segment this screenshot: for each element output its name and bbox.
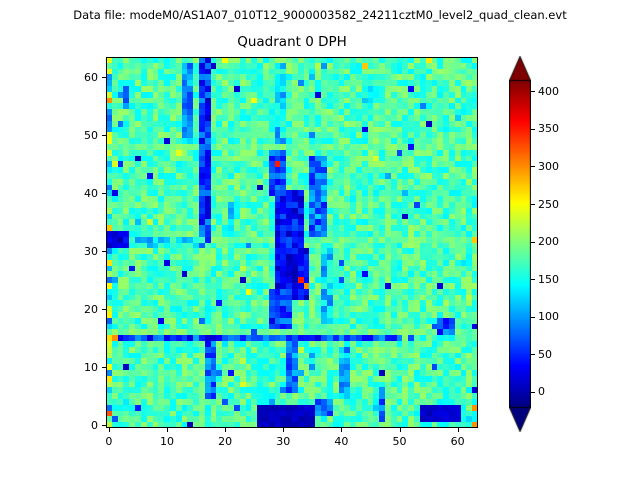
x-tick-mark [341,428,343,432]
y-tick-mark [102,425,106,427]
colorbar-tick-label: 50 [538,347,552,361]
x-tick-label: 20 [218,435,233,448]
x-tick-mark [399,428,401,432]
x-tick-label: 50 [392,435,407,448]
colorbar-tick-mark [531,316,535,318]
colorbar-tick-label: 100 [538,310,559,324]
x-tick-mark [108,428,110,432]
colorbar-tick-mark [531,279,535,281]
x-tick-mark [225,428,227,432]
y-tick-mark [102,367,106,369]
y-tick-label: 30 [84,245,98,259]
y-tick-label: 10 [84,361,98,375]
y-tick-label: 40 [84,187,98,201]
x-tick-label: 10 [160,435,175,448]
colorbar-tick-label: 250 [538,197,559,211]
y-tick-label: 0 [91,419,98,433]
colorbar-tick-mark [531,91,535,93]
x-tick-label: 30 [276,435,291,448]
y-tick-mark [102,251,106,253]
heatmap-canvas [106,57,478,428]
colorbar-tick-mark [531,241,535,243]
x-tick-mark [167,428,169,432]
colorbar-tick-mark [531,391,535,393]
colorbar-tick-label: 400 [538,84,559,98]
x-tick-mark [457,428,459,432]
datafile-label: Data file: modeM0/AS1A07_010T12_90000035… [73,8,567,22]
colorbar-tick-mark [531,354,535,356]
y-tick-mark [102,135,106,137]
y-tick-mark [102,309,106,311]
colorbar-canvas [509,56,531,432]
x-tick-label: 0 [105,435,113,448]
y-tick-mark [102,193,106,195]
x-tick-label: 40 [334,435,349,448]
y-tick-label: 50 [84,129,98,143]
colorbar-tick-label: 0 [538,385,545,399]
colorbar-tick-label: 200 [538,235,559,249]
colorbar-tick-mark [531,128,535,130]
y-tick-label: 60 [84,71,98,85]
plot-title: Quadrant 0 DPH [237,34,347,50]
y-tick-mark [102,77,106,79]
x-tick-label: 60 [450,435,465,448]
colorbar-tick-mark [531,204,535,206]
colorbar-tick-label: 300 [538,159,559,173]
x-tick-mark [283,428,285,432]
colorbar-tick-mark [531,166,535,168]
y-tick-label: 20 [84,303,98,317]
colorbar-tick-label: 150 [538,272,559,286]
colorbar-tick-label: 350 [538,122,559,136]
